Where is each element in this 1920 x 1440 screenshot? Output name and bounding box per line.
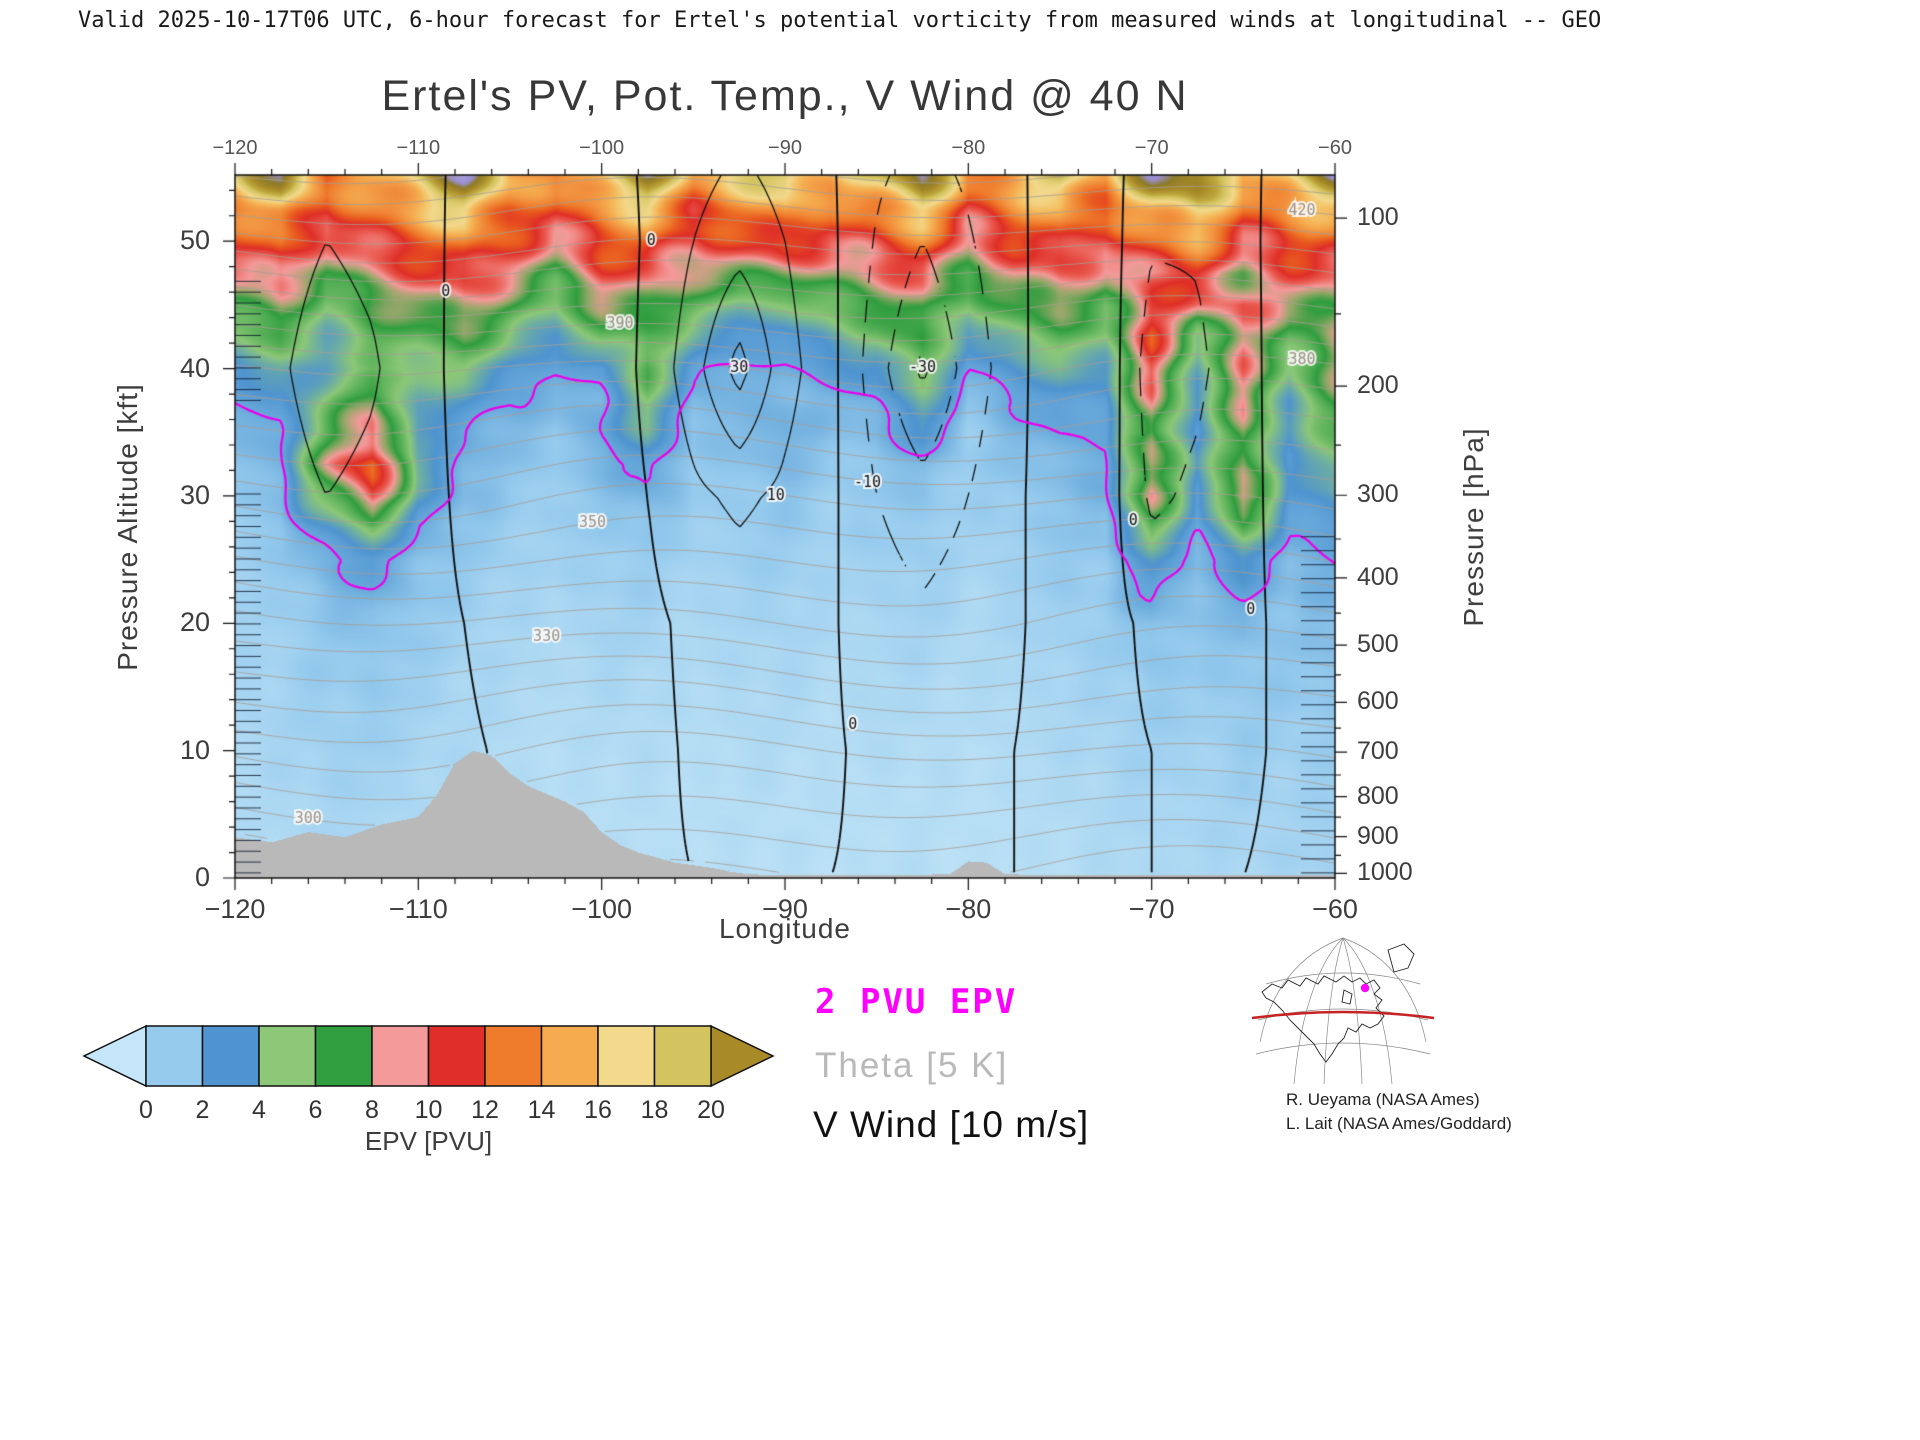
x-tick-label-top: −120 xyxy=(212,137,258,159)
colorbar-segment xyxy=(653,1025,712,1087)
y-right-axis-title: Pressure [hPa] xyxy=(1458,427,1489,627)
colorbar-right-arrow xyxy=(710,1024,775,1088)
x-tick-label-top: −80 xyxy=(951,137,986,159)
colorbar-tick-label: 2 xyxy=(195,1096,210,1124)
y-right-tick-label: 100 xyxy=(1357,203,1399,232)
x-tick-label-bottom: −100 xyxy=(571,894,633,924)
legend-v-wind: V Wind [10 m/s] xyxy=(813,1104,1090,1145)
y-right-tick-label: 900 xyxy=(1357,821,1399,850)
colorbar-segment xyxy=(540,1025,599,1087)
x-tick-label-top: −60 xyxy=(1318,137,1352,159)
x-axis-title: Longitude xyxy=(718,913,851,944)
plot-title: Ertel's PV, Pot. Temp., V Wind @ 40 N xyxy=(381,72,1189,120)
colorbar-tick-label: 20 xyxy=(697,1096,725,1124)
latitude-40n-line xyxy=(1251,1010,1435,1020)
y-left-tick-label: 40 xyxy=(179,352,210,383)
x-tick-label-top: −100 xyxy=(579,137,625,159)
legend-theta: Theta [5 K] xyxy=(815,1046,1009,1085)
credit-line-2: L. Lait (NASA Ames/Goddard) xyxy=(1286,1114,1512,1133)
x-tick-label-bottom: −110 xyxy=(388,894,448,924)
legend-2pvu-epv: 2 PVU EPV xyxy=(815,982,1018,1022)
y-right-tick-label: 400 xyxy=(1357,562,1399,591)
y-right-tick-label: 600 xyxy=(1357,687,1399,716)
y-left-tick-label: 20 xyxy=(179,607,210,638)
colorbar-tick-label: 0 xyxy=(139,1096,153,1124)
x-tick-label-bottom: −70 xyxy=(1128,894,1175,924)
x-tick-label-bottom: −80 xyxy=(945,894,992,924)
colorbar-tick-label: 14 xyxy=(527,1096,556,1124)
map-coastline xyxy=(1261,943,1415,1063)
colorbar-tick-label: 18 xyxy=(640,1096,669,1124)
x-tick-label-bottom: −90 xyxy=(762,894,808,924)
colorbar-segment xyxy=(314,1025,373,1087)
y-left-tick-label: 0 xyxy=(194,862,210,892)
credit-line-1: R. Ueyama (NASA Ames) xyxy=(1286,1090,1480,1109)
y-right-tick-label: 300 xyxy=(1357,480,1399,509)
colorbar-tick-label: 16 xyxy=(584,1096,612,1124)
y-right-tick-label: 800 xyxy=(1357,781,1399,810)
colorbar-tick-label: 12 xyxy=(471,1096,499,1124)
y-left-tick-label: 10 xyxy=(179,734,210,765)
colorbar-tick-label: 10 xyxy=(414,1096,443,1124)
colorbar-tick-label: 4 xyxy=(252,1096,266,1124)
colorbar-tick-label: 6 xyxy=(308,1096,323,1124)
y-right-tick-label: 700 xyxy=(1357,737,1399,766)
y-left-tick-label: 30 xyxy=(179,479,210,510)
y-right-tick-label: 200 xyxy=(1357,371,1399,400)
colorbar-title: EPV [PVU] xyxy=(364,1126,493,1156)
x-tick-label-bottom: −120 xyxy=(204,894,266,924)
x-tick-label-top: −110 xyxy=(396,137,441,159)
x-tick-label-top: −90 xyxy=(768,137,802,159)
map-inset xyxy=(1251,937,1435,1085)
colorbar-segment xyxy=(427,1025,486,1087)
colorbar-segment xyxy=(258,1025,317,1087)
y-left-tick-label: 50 xyxy=(179,225,210,256)
colorbar-tick-label: 8 xyxy=(365,1096,379,1124)
x-tick-label-bottom: −60 xyxy=(1312,894,1358,924)
colorbar-left-arrow xyxy=(82,1024,147,1088)
y-right-tick-label: 1000 xyxy=(1357,858,1413,887)
colorbar-segment xyxy=(484,1025,543,1087)
cross-section-marker-dot xyxy=(1360,983,1370,993)
x-tick-label-top: −70 xyxy=(1134,137,1169,159)
colorbar-segment xyxy=(371,1025,430,1087)
colorbar-segment xyxy=(597,1025,656,1087)
y-right-tick-label: 500 xyxy=(1357,630,1399,659)
epv-colorbar xyxy=(82,1024,775,1088)
colorbar-segment xyxy=(201,1025,260,1087)
validity-header: Valid 2025-10-17T06 UTC, 6-hour forecast… xyxy=(78,8,1602,33)
colorbar-segment xyxy=(145,1025,204,1087)
